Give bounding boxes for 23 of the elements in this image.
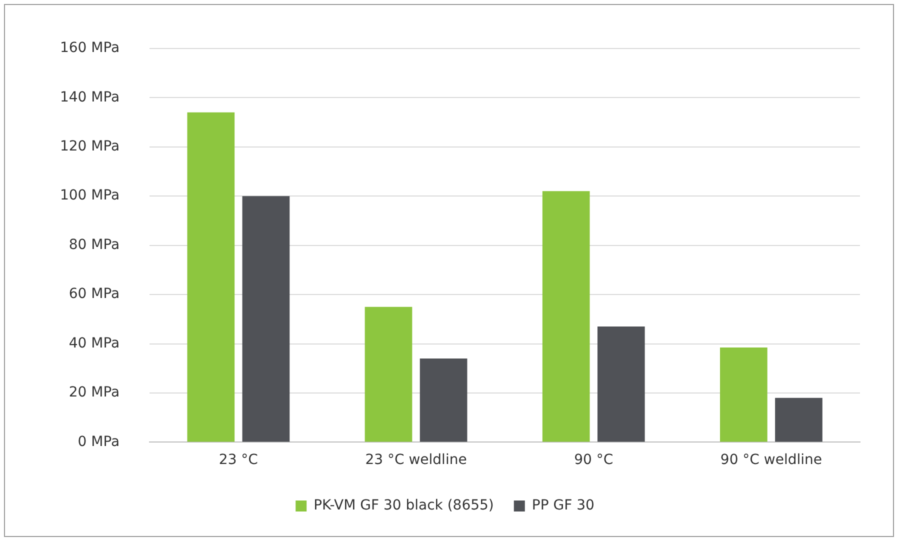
x-tick-label: 23 °C weldline — [365, 452, 467, 468]
x-tick-label: 90 °C weldline — [720, 452, 822, 468]
y-tick-label: 60 MPa — [68, 286, 120, 302]
bar — [597, 326, 645, 442]
y-tick-label: 80 MPa — [68, 236, 120, 253]
legend-label: PK-VM GF 30 black (8655) — [314, 498, 494, 514]
bar — [720, 347, 768, 442]
bar — [242, 196, 290, 442]
y-tick-label: 160 MPa — [60, 40, 120, 56]
y-tick-label: 120 MPa — [60, 138, 120, 154]
bar — [364, 306, 412, 442]
y-tick-label: 20 MPa — [68, 384, 120, 401]
y-tick-label: 140 MPa — [60, 89, 120, 106]
x-tick-label: 90 °C — [574, 452, 614, 468]
bar — [420, 358, 468, 442]
bar — [542, 191, 590, 442]
x-tick-label: 23 °C — [218, 452, 258, 468]
legend-label: PP GF 30 — [532, 498, 594, 514]
bar — [775, 398, 822, 442]
y-tick-label: 100 MPa — [60, 188, 120, 204]
y-tick-label: 0 MPa — [78, 434, 120, 450]
bar — [187, 112, 235, 442]
y-tick-label: 40 MPa — [68, 335, 120, 352]
